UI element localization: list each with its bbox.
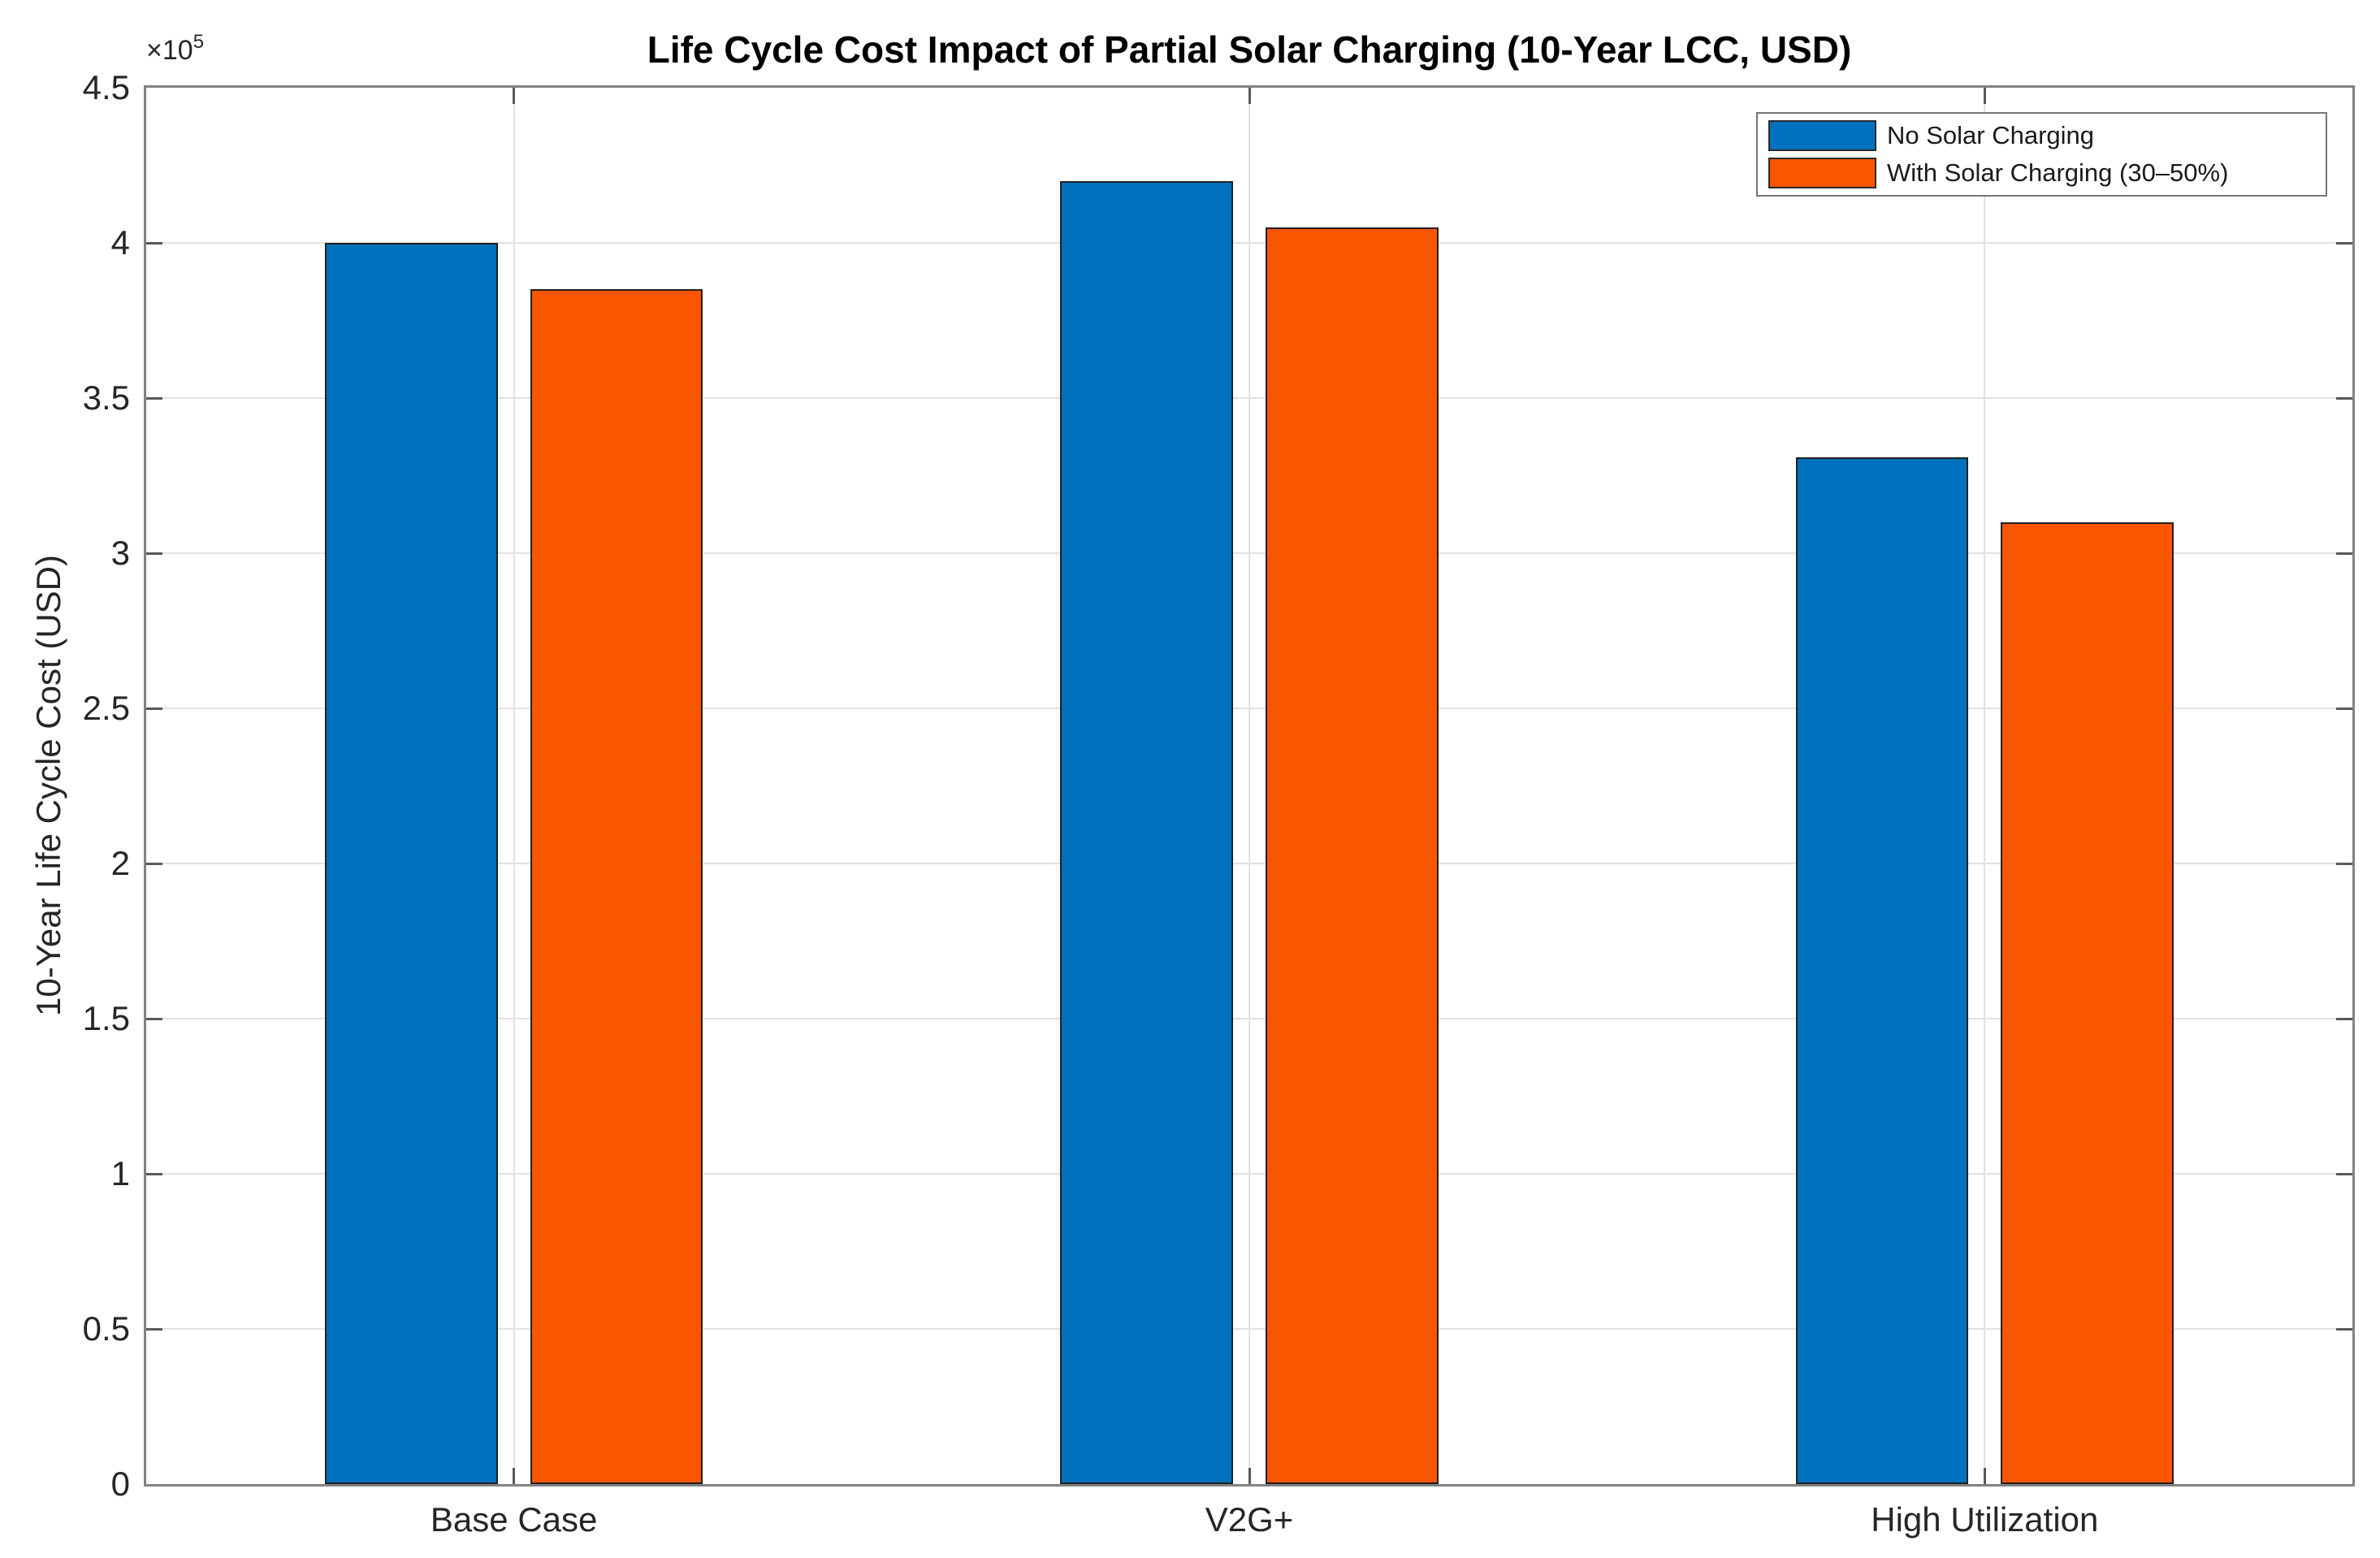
x-gridline [1248, 88, 1250, 1484]
y-tick-label: 3 [110, 534, 130, 572]
y-tick-left [146, 1172, 162, 1175]
x-tick-bottom [513, 1468, 516, 1484]
offset-base: ×10 [146, 35, 193, 66]
bar-with-solar-2 [2001, 521, 2174, 1484]
y-tick-label: 2.5 [82, 689, 130, 727]
y-tick-label: 1 [110, 1154, 130, 1192]
x-tick-top [1983, 88, 1986, 104]
x-gridline [513, 88, 515, 1484]
x-tick-label: Base Case [430, 1500, 598, 1539]
y-tick-label: 1.5 [82, 999, 130, 1037]
x-tick-bottom [1983, 1468, 1986, 1484]
y-tick-left [146, 241, 162, 245]
y-tick-left [146, 552, 162, 555]
x-tick-label: V2G+ [1205, 1500, 1294, 1539]
x-tick-label: High Utilization [1871, 1500, 2099, 1539]
legend-label-no-solar: No Solar Charging [1887, 121, 2095, 149]
chart-title: Life Cycle Cost Impact of Partial Solar … [647, 28, 1852, 71]
y-tick-label: 0 [110, 1465, 130, 1503]
y-tick-right [2336, 396, 2352, 400]
legend-item-with-solar: With Solar Charging (30–50%) [1758, 158, 2326, 188]
y-tick-right [2336, 1327, 2352, 1331]
y-tick-label: 3.5 [82, 379, 130, 417]
bar-no-solar-0 [324, 243, 498, 1484]
offset-exponent: 5 [193, 31, 205, 53]
y-tick-left [146, 707, 162, 710]
y-tick-left [146, 1017, 162, 1020]
y-tick-right [2336, 1172, 2352, 1175]
y-tick-label: 4.5 [82, 68, 130, 106]
y-axis-tick-labels: 0 0.5 1 1.5 2 2.5 3 3.5 4 4.5 [0, 68, 130, 1503]
y-tick-left [146, 396, 162, 400]
legend-item-no-solar: No Solar Charging [1758, 120, 2326, 151]
y-tick-right [2336, 552, 2352, 555]
y-axis-offset-label: ×105 [146, 31, 205, 67]
bar-no-solar-2 [1795, 457, 1969, 1484]
y-tick-left [146, 1327, 162, 1331]
legend-label-with-solar: With Solar Charging (30–50%) [1887, 158, 2229, 187]
x-tick-bottom [1248, 1468, 1251, 1484]
plot-area [144, 85, 2355, 1487]
y-tick-right [2336, 1017, 2352, 1020]
x-tick-top [1248, 88, 1251, 104]
y-tick-right [2336, 241, 2352, 245]
y-tick-left [146, 862, 162, 865]
x-tick-top [513, 88, 516, 104]
bar-with-solar-0 [530, 289, 703, 1484]
legend: No Solar Charging With Solar Charging (3… [1756, 112, 2327, 197]
bar-with-solar-1 [1265, 227, 1439, 1484]
legend-swatch-with-solar [1768, 158, 1876, 188]
x-axis-tick-labels: Base Case V2G+ High Utilization [146, 1500, 2357, 1549]
y-tick-label: 0.5 [82, 1309, 130, 1348]
y-tick-right [2336, 862, 2352, 865]
x-gridline [1984, 88, 1986, 1484]
y-tick-label: 2 [110, 844, 130, 882]
y-tick-right [2336, 707, 2352, 710]
legend-swatch-no-solar [1768, 120, 1876, 151]
bar-no-solar-1 [1060, 180, 1234, 1484]
y-tick-label: 4 [110, 223, 130, 262]
